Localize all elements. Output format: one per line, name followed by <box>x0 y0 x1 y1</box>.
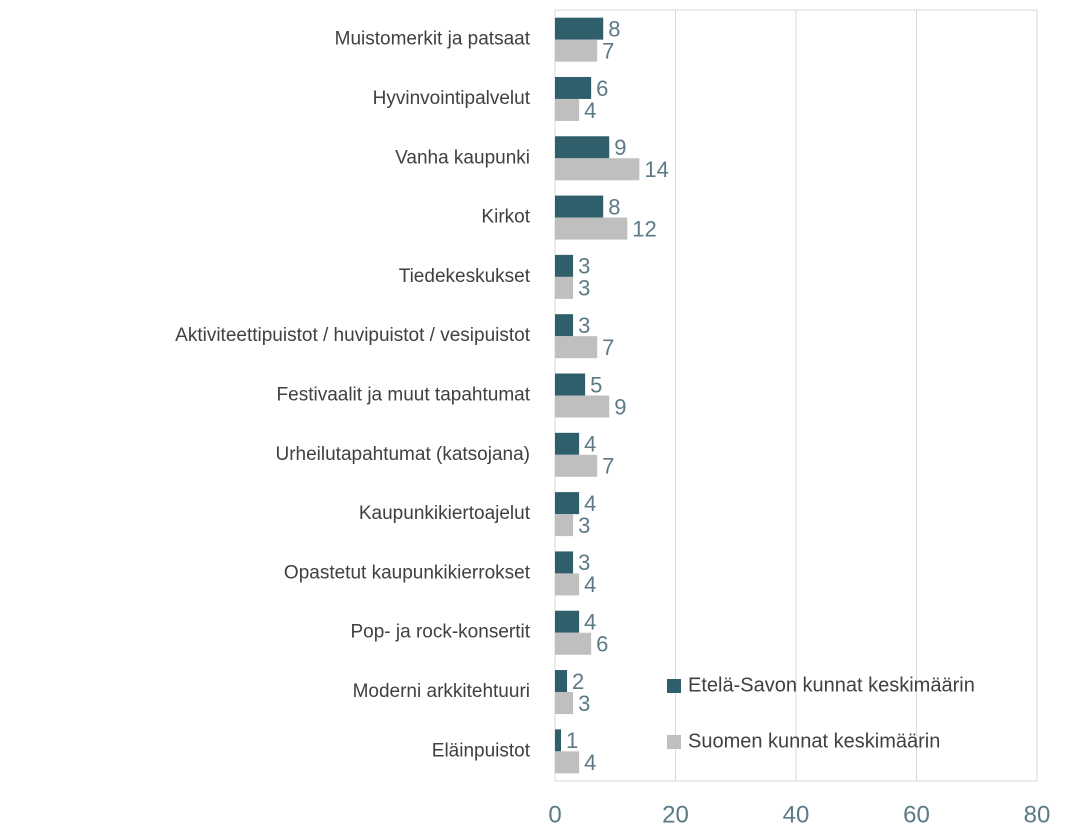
bar <box>555 217 628 240</box>
data-label: 6 <box>596 76 608 101</box>
category-label: Tiedekeskukset <box>399 266 531 287</box>
data-label: 4 <box>584 572 596 597</box>
category-label: Opastetut kaupunkikierrokset <box>284 562 531 583</box>
category-label: Muistomerkit ja patsaat <box>335 29 531 50</box>
data-label: 3 <box>578 276 590 301</box>
data-label: 7 <box>602 335 614 360</box>
data-label: 7 <box>602 38 614 63</box>
data-label: 4 <box>584 432 596 457</box>
bar <box>555 454 598 477</box>
bar <box>555 136 610 159</box>
legend-swatch <box>667 735 681 749</box>
data-label: 2 <box>572 669 584 694</box>
bar <box>555 692 574 715</box>
bar <box>555 276 574 299</box>
data-label: 3 <box>578 254 590 279</box>
data-label: 6 <box>596 632 608 657</box>
data-label: 9 <box>614 135 626 160</box>
x-tick-label: 20 <box>662 801 689 828</box>
category-label: Pop- ja rock-konsertit <box>350 622 530 643</box>
x-tick-label: 40 <box>783 801 810 828</box>
bar <box>555 514 574 537</box>
data-label: 3 <box>578 691 590 716</box>
legend-label: Etelä-Savon kunnat keskimäärin <box>688 674 975 696</box>
x-tick-label: 60 <box>903 801 930 828</box>
legend-swatch <box>667 679 681 693</box>
bar <box>555 98 580 121</box>
bar <box>555 751 580 774</box>
data-label: 8 <box>608 194 620 219</box>
category-label: Festivaalit ja muut tapahtumat <box>277 385 531 406</box>
data-label: 3 <box>578 313 590 338</box>
data-label: 8 <box>608 16 620 41</box>
data-label: 3 <box>578 513 590 538</box>
bar <box>555 632 592 655</box>
bar <box>555 314 574 337</box>
bar <box>555 76 592 99</box>
bar <box>555 336 598 359</box>
bar <box>555 195 604 218</box>
bar <box>555 573 580 596</box>
bar <box>555 254 574 277</box>
category-label: Vanha kaupunki <box>395 147 530 168</box>
data-label: 4 <box>584 750 596 775</box>
legend-label: Suomen kunnat keskimäärin <box>688 730 940 752</box>
bar <box>555 551 574 574</box>
category-label: Kaupunkikiertoajelut <box>359 503 531 524</box>
bar <box>555 39 598 62</box>
category-label: Moderni arkkitehtuuri <box>353 681 530 702</box>
data-label: 4 <box>584 491 596 516</box>
x-tick-label: 80 <box>1024 801 1051 828</box>
data-label: 5 <box>590 372 602 397</box>
category-label: Aktiviteettipuistot / huvipuistot / vesi… <box>175 325 531 346</box>
bar <box>555 492 580 515</box>
data-label: 12 <box>632 216 656 241</box>
category-label: Hyvinvointipalvelut <box>373 88 531 109</box>
bar <box>555 373 586 396</box>
bar <box>555 610 580 633</box>
bar <box>555 17 604 40</box>
data-label: 9 <box>614 394 626 419</box>
bar <box>555 670 568 693</box>
bar <box>555 729 562 752</box>
data-label: 4 <box>584 610 596 635</box>
bar <box>555 432 580 455</box>
category-label: Kirkot <box>481 207 530 228</box>
data-label: 14 <box>644 157 668 182</box>
bar <box>555 395 610 418</box>
data-label: 3 <box>578 550 590 575</box>
bar <box>555 158 640 181</box>
data-label: 4 <box>584 98 596 123</box>
data-label: 7 <box>602 454 614 479</box>
category-label: Urheilutapahtumat (katsojana) <box>275 444 530 465</box>
x-tick-label: 0 <box>548 801 561 828</box>
category-label: Eläinpuistot <box>432 740 531 761</box>
data-label: 1 <box>566 728 578 753</box>
